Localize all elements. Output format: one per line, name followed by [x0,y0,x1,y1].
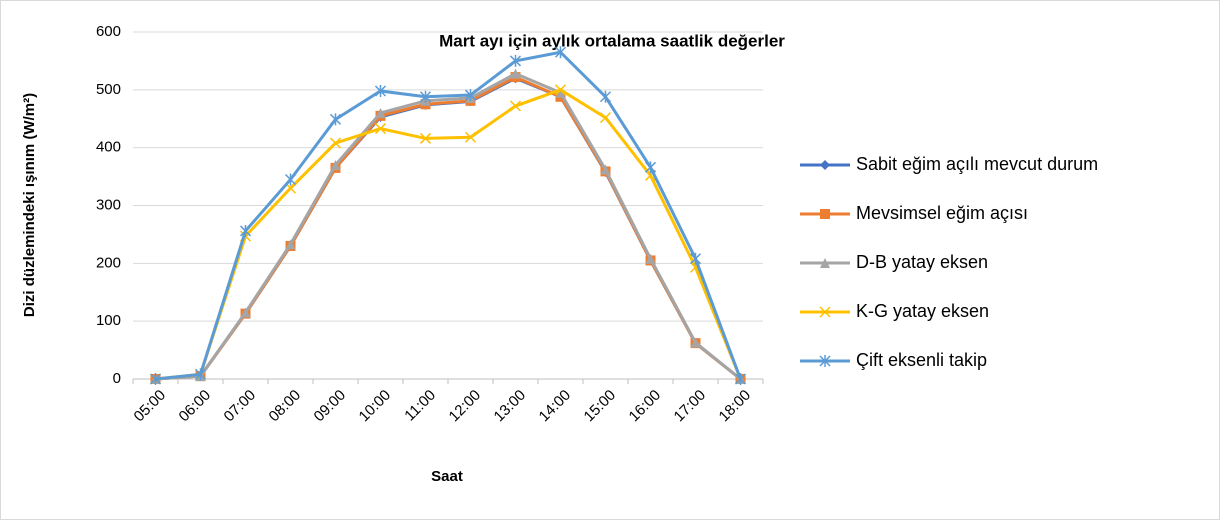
marker [509,100,522,112]
legend-label: K-G yatay eksen [856,301,989,321]
y-tick-label: 100 [96,312,121,329]
marker [375,107,386,118]
marker [149,373,162,385]
series-line [155,88,742,381]
marker [599,90,612,103]
x-axis-label: Saat [431,468,463,485]
y-tick-label: 400 [96,139,121,156]
marker [690,337,701,348]
series-line [155,71,742,381]
marker [820,258,830,268]
y-tick-label: 200 [96,254,121,271]
marker [285,239,296,250]
marker [329,137,342,149]
legend-label: Mevsimsel eğim açısı [856,203,1028,223]
legend-label: D-B yatay eksen [856,252,988,272]
marker [374,123,387,135]
marker [819,355,831,367]
marker [284,173,297,186]
y-tick-label: 500 [96,81,121,98]
marker [330,160,341,171]
marker [419,132,432,144]
marker [554,84,567,96]
marker [689,252,702,265]
marker [600,164,611,175]
marker [329,113,342,126]
marker [240,307,251,318]
marker [820,209,830,219]
marker [820,160,830,170]
marker [555,87,566,98]
marker [509,54,522,67]
marker [419,90,432,103]
marker [510,68,521,79]
marker [819,306,831,318]
y-tick-label: 600 [96,23,121,40]
chart-title: Mart ayı için aylık ortalama saatlik değ… [439,31,785,50]
marker [599,112,612,124]
y-tick-label: 300 [96,196,121,213]
marker [645,253,656,264]
marker [464,131,477,143]
y-tick-label: 0 [113,370,121,387]
legend-label: Sabit eğim açılı mevcut durum [856,154,1098,174]
series-line [155,50,742,381]
marker [734,373,747,385]
marker [194,368,207,381]
marker [239,224,252,237]
series [149,46,747,385]
y-axis-label: Dizi düzlemindeki ışınım (W/m²) [21,93,38,317]
marker [464,89,477,102]
legend-label: Çift eksenli takip [856,350,987,370]
marker [644,161,657,174]
marker [374,84,387,97]
marker [554,46,567,59]
